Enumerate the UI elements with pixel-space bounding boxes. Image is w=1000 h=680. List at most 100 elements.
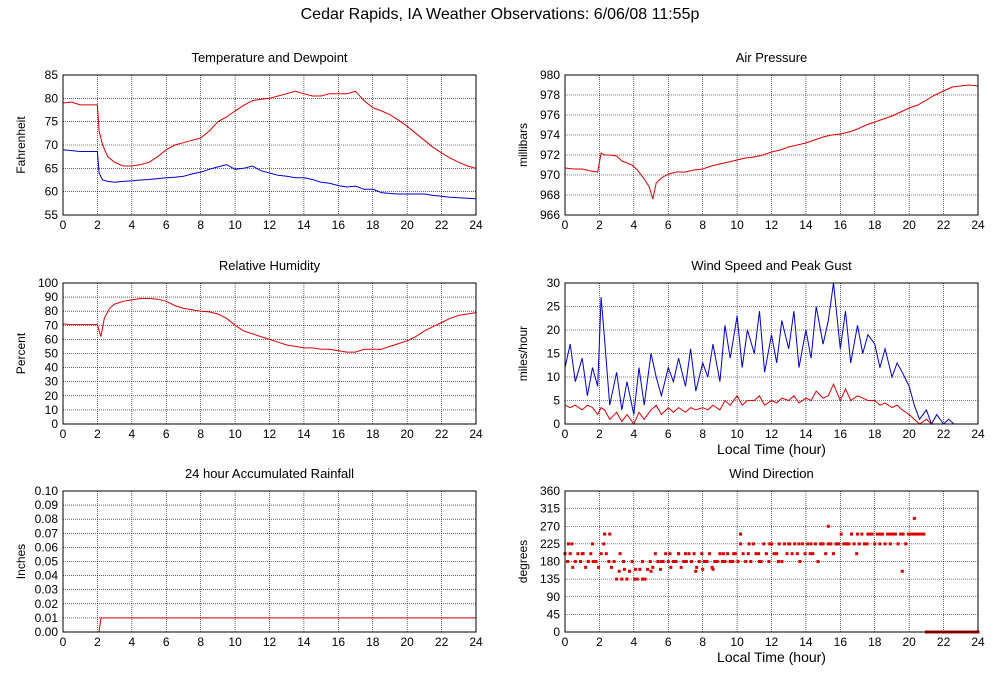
direction-point — [640, 560, 644, 563]
pressure-y-tick-label: 978 — [540, 88, 560, 102]
direction-x-tick-label: 4 — [630, 635, 637, 649]
direction-point — [811, 552, 815, 556]
pressure-series-line-red — [564, 84, 979, 200]
rain-y-tick-label: 0.05 — [35, 555, 59, 569]
wind-x-tick-label: 8 — [699, 427, 706, 441]
direction-point — [837, 542, 841, 546]
temp-x-tick-label: 10 — [228, 218, 242, 232]
wind-x-tick-label: 16 — [834, 427, 848, 441]
temp-y-axis-label: Fahrenheit — [14, 116, 28, 174]
wind-x-tick-label: 6 — [665, 427, 672, 441]
temp-y-tick-label: 65 — [45, 161, 59, 175]
direction-point — [852, 542, 856, 546]
rain-x-tick-label: 20 — [400, 635, 414, 649]
direction-point — [795, 552, 799, 556]
direction-point — [767, 560, 771, 563]
direction-point — [878, 532, 882, 536]
humidity-y-tick-label: 20 — [45, 389, 59, 403]
direction-point — [732, 552, 736, 556]
rain-x-tick-label: 0 — [60, 635, 67, 649]
direction-point — [739, 532, 743, 536]
direction-point — [900, 569, 904, 573]
humidity-x-tick-label: 4 — [128, 427, 135, 441]
direction-point — [697, 560, 701, 563]
humidity-y-tick-label: 10 — [45, 403, 59, 417]
direction-point — [909, 532, 913, 536]
wind-y-tick-label: 25 — [547, 300, 561, 314]
direction-point — [751, 542, 755, 546]
rain-x-tick-label: 24 — [469, 635, 483, 649]
pressure-x-tick-label: 18 — [868, 218, 882, 232]
wind-y-tick-label: 0 — [553, 417, 560, 431]
pressure-x-tick-label: 22 — [937, 218, 951, 232]
direction-point — [607, 560, 611, 563]
direction-point — [777, 542, 781, 546]
direction-point — [622, 567, 626, 571]
direction-point — [589, 552, 593, 556]
direction-point — [736, 560, 740, 563]
humidity-y-tick-label: 40 — [45, 361, 59, 375]
rain-y-tick-label: 0.03 — [35, 583, 59, 597]
direction-point — [609, 565, 613, 569]
rain-x-tick-label: 18 — [366, 635, 380, 649]
direction-point — [570, 542, 574, 546]
direction-point — [580, 552, 584, 556]
direction-point — [785, 552, 789, 556]
wind-x-tick-label: 10 — [730, 427, 744, 441]
pressure-y-tick-label: 966 — [540, 208, 560, 222]
temp-y-tick-label: 85 — [45, 68, 59, 82]
direction-point — [912, 516, 916, 520]
direction-point — [671, 560, 675, 563]
direction-point — [625, 577, 629, 581]
wind-x-tick-label: 12 — [765, 427, 779, 441]
direction-point — [782, 542, 786, 546]
direction-point — [618, 552, 622, 556]
direction-point — [896, 542, 900, 546]
wind-x-tick-label: 4 — [630, 427, 637, 441]
direction-point — [741, 552, 745, 556]
rain-x-tick-label: 16 — [332, 635, 346, 649]
rain-y-tick-label: 0.00 — [35, 625, 59, 639]
rain-y-axis-label: Inches — [14, 544, 28, 579]
direction-point — [566, 560, 570, 563]
direction-point — [687, 552, 691, 556]
wind-x-tick-label: 2 — [596, 427, 603, 441]
direction-point — [669, 565, 673, 569]
direction-point — [831, 552, 835, 556]
direction-x-tick-label: 10 — [730, 635, 744, 649]
direction-point — [857, 542, 861, 546]
rain-y-tick-label: 0.06 — [35, 540, 59, 554]
humidity-x-tick-label: 8 — [197, 427, 204, 441]
direction-x-tick-label: 18 — [868, 635, 882, 649]
direction-point — [710, 565, 714, 569]
direction-point — [790, 552, 794, 556]
rain-y-tick-label: 0.01 — [35, 611, 59, 625]
rain-x-tick-label: 2 — [94, 635, 101, 649]
direction-point — [883, 542, 887, 546]
direction-point — [770, 542, 773, 546]
direction-point — [708, 552, 712, 556]
direction-point — [594, 560, 598, 563]
direction-point — [683, 552, 687, 556]
direction-point — [749, 560, 753, 563]
direction-point — [914, 532, 918, 536]
direction-point — [775, 552, 779, 556]
direction-point — [768, 542, 772, 546]
direction-point — [701, 567, 705, 571]
direction-y-tick-label: 45 — [547, 607, 561, 621]
direction-point — [578, 560, 582, 563]
direction-point — [806, 542, 810, 546]
rain-y-tick-label: 0.09 — [35, 498, 59, 512]
direction-point — [878, 542, 882, 546]
direction-point — [893, 532, 897, 536]
direction-point — [648, 560, 652, 563]
direction-point — [713, 560, 717, 563]
direction-point — [599, 552, 603, 556]
wind-x-tick-label: 14 — [799, 427, 813, 441]
humidity-x-tick-label: 16 — [332, 427, 346, 441]
direction-point — [682, 560, 686, 563]
humidity-y-tick-label: 50 — [45, 347, 59, 361]
temp-x-tick-label: 12 — [263, 218, 277, 232]
direction-y-axis-label: degrees — [516, 540, 530, 583]
direction-point — [635, 577, 639, 581]
